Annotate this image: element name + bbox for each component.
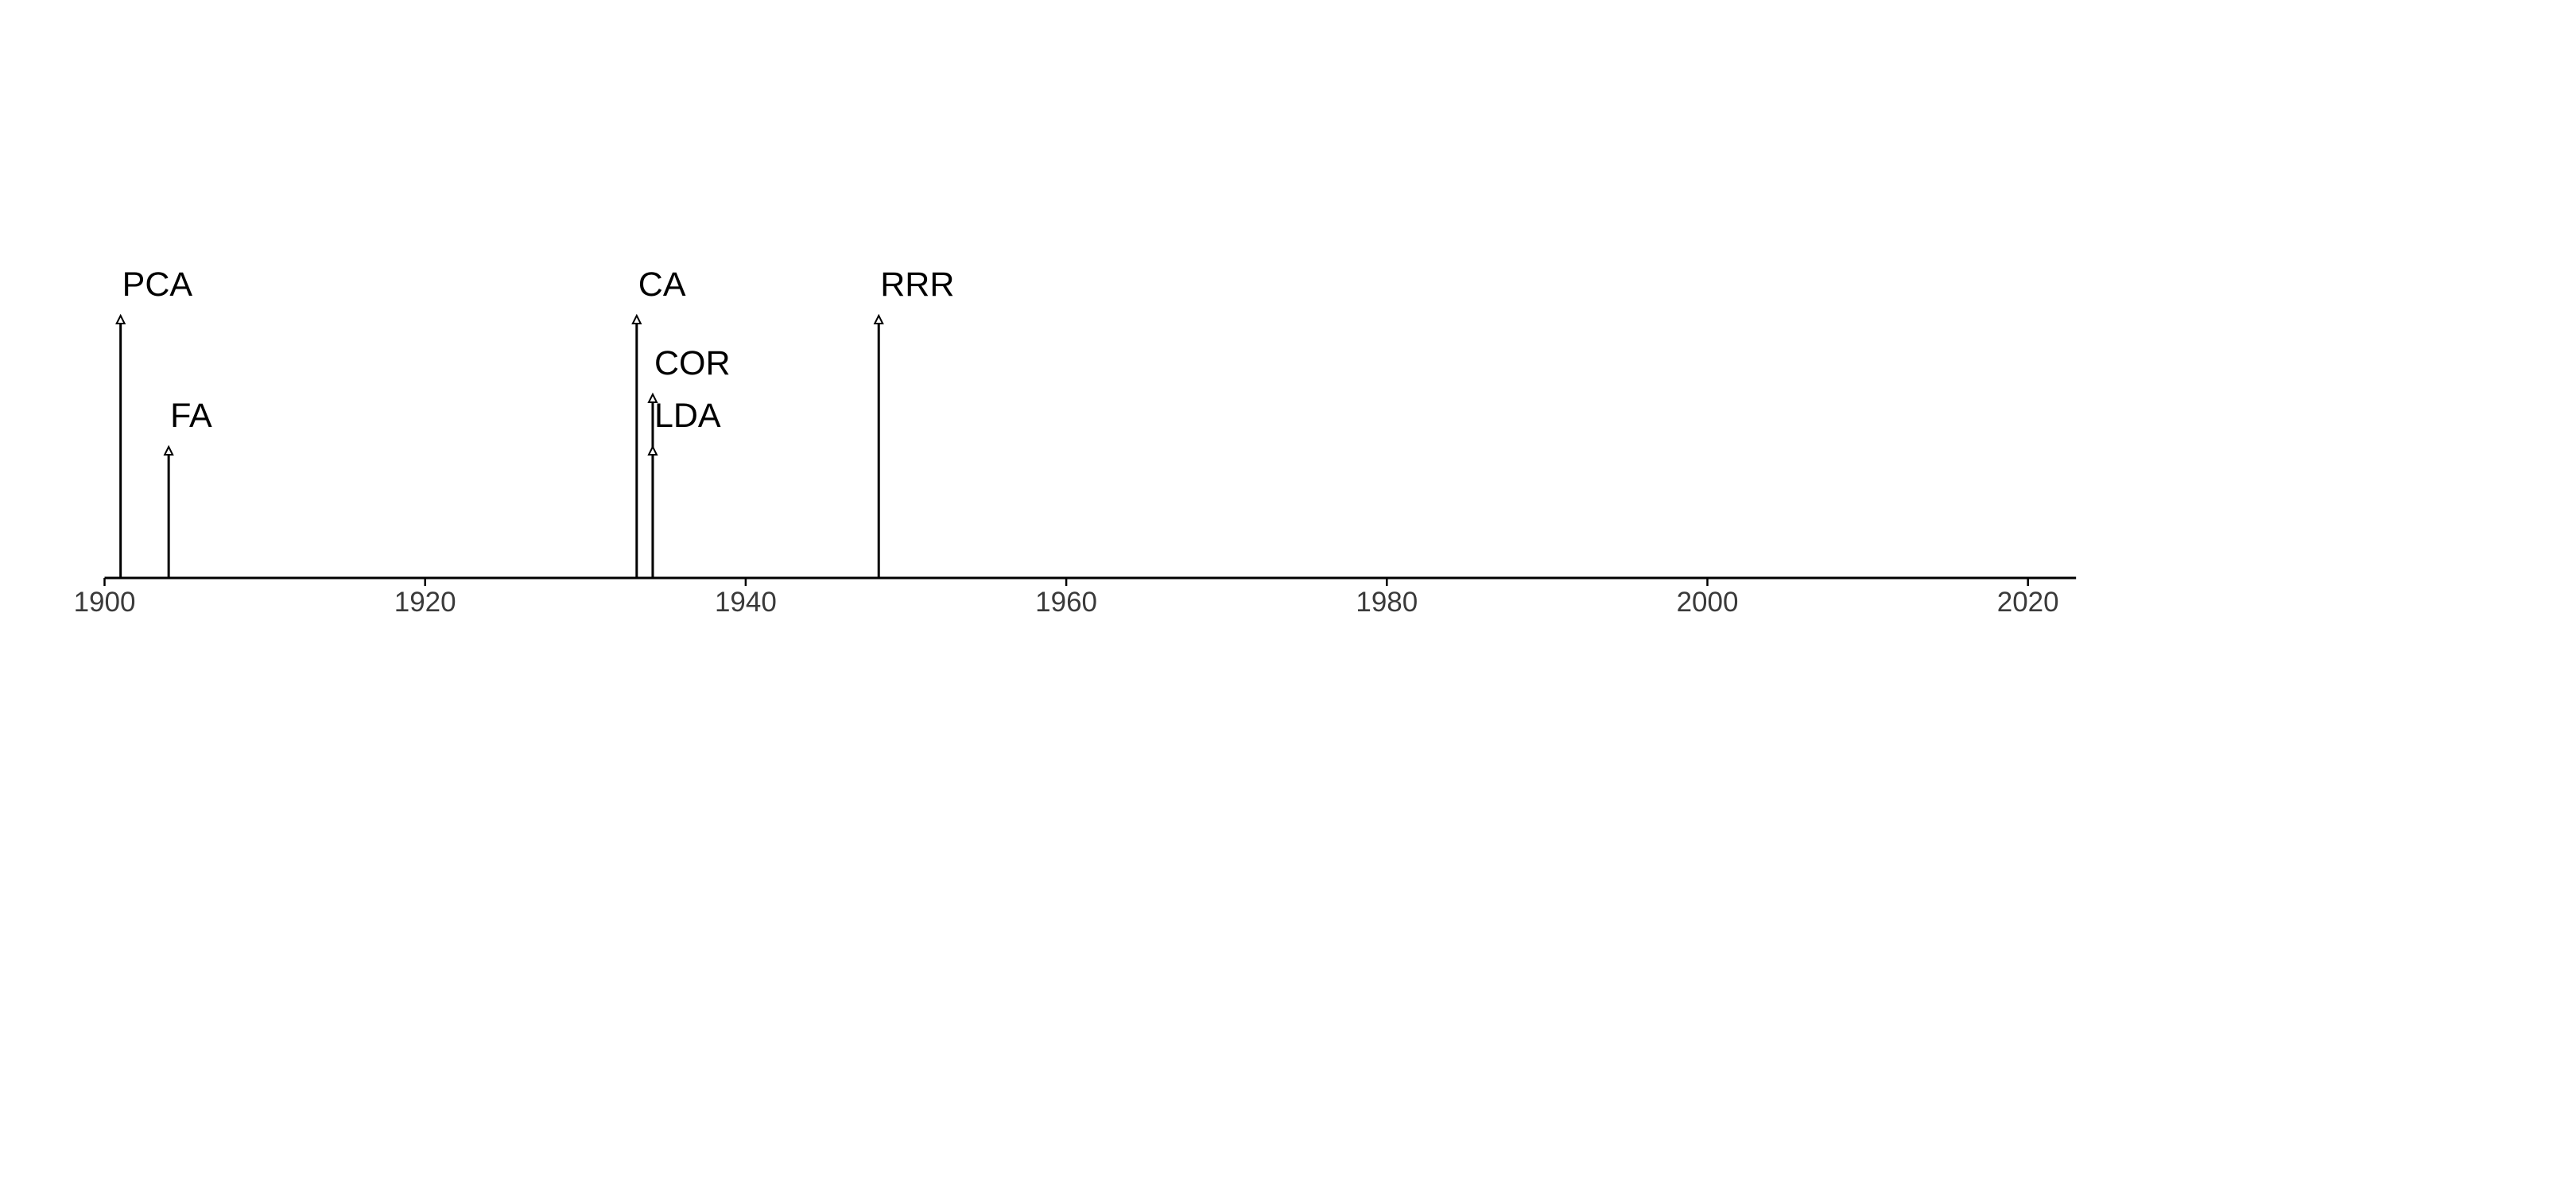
x-axis-ticks: 1900 1920 1940 1960 1980 2000 2020 bbox=[74, 578, 2059, 618]
arrowhead-icon bbox=[163, 444, 174, 456]
timeline-events: PCA FA CA COR LDA RRR bbox=[115, 266, 954, 578]
event-label: FA bbox=[170, 397, 212, 435]
x-tick-label: 2020 bbox=[1997, 587, 2059, 618]
event-label: COR bbox=[654, 344, 731, 382]
arrowhead-icon bbox=[873, 313, 884, 324]
event-pca: PCA bbox=[115, 266, 193, 578]
x-tick-label: 2000 bbox=[1677, 587, 1739, 618]
event-fa: FA bbox=[163, 397, 212, 578]
arrowhead-icon bbox=[631, 313, 642, 324]
arrowhead-icon bbox=[647, 392, 658, 403]
x-tick-label: 1940 bbox=[715, 587, 777, 618]
x-tick-label: 1960 bbox=[1035, 587, 1097, 618]
arrowhead-icon bbox=[115, 313, 126, 324]
event-label: PCA bbox=[122, 266, 193, 304]
event-label: LDA bbox=[654, 397, 721, 435]
x-tick-label: 1900 bbox=[74, 587, 136, 618]
event-label: RRR bbox=[880, 266, 954, 304]
event-label: CA bbox=[638, 266, 686, 304]
arrowhead-icon bbox=[647, 444, 658, 456]
event-lda: LDA bbox=[647, 397, 721, 578]
event-cor: COR bbox=[647, 344, 731, 578]
x-tick-label: 1980 bbox=[1356, 587, 1418, 618]
x-tick-label: 1920 bbox=[394, 587, 456, 618]
event-ca: CA bbox=[631, 266, 686, 578]
event-rrr: RRR bbox=[873, 266, 954, 578]
